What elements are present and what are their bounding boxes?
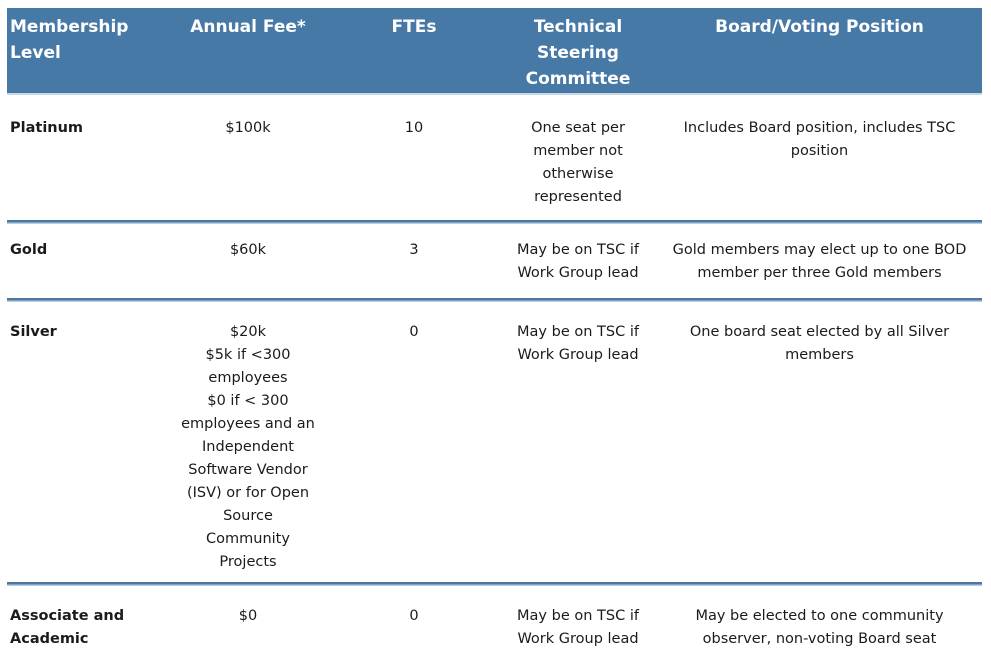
row-divider xyxy=(7,220,982,224)
header-ftes: FTEs xyxy=(391,17,437,37)
row-divider xyxy=(7,582,982,586)
cell-associate-fee: $0 xyxy=(238,608,258,624)
cell-platinum-tsc: One seat per member not otherwise repres… xyxy=(531,120,625,205)
header-annual-fee: Annual Fee* xyxy=(190,17,306,37)
cell-associate-tsc: May be on TSC if Work Group lead xyxy=(517,608,639,647)
cell-platinum-ftes: 10 xyxy=(404,120,424,136)
cell-gold-board: Gold members may elect up to one BOD mem… xyxy=(672,242,967,281)
table-row-platinum: Platinum $100k 10 One seat per member no… xyxy=(7,95,982,220)
cell-gold-fee: $60k xyxy=(229,242,267,258)
cell-gold-level: Gold xyxy=(10,242,48,258)
cell-associate-board: May be elected to one community observer… xyxy=(695,608,944,647)
header-technical-steering-committee: Technical Steering Committee xyxy=(525,17,631,89)
table-row-gold: Gold $60k 3 May be on TSC if Work Group … xyxy=(7,224,982,298)
cell-silver-level: Silver xyxy=(10,324,57,340)
cell-platinum-level: Platinum xyxy=(10,120,84,136)
cell-silver-board: One board seat elected by all Silver mem… xyxy=(689,324,950,363)
cell-silver-fee: $20k $5k if <300 employees $0 if < 300 e… xyxy=(181,324,315,570)
table-header-row: Membership Level Annual Fee* FTEs Techni… xyxy=(7,8,982,95)
header-board-voting-position: Board/Voting Position xyxy=(715,17,924,37)
cell-associate-level: Associate and Academic xyxy=(10,608,125,647)
cell-gold-ftes: 3 xyxy=(409,242,419,258)
cell-silver-ftes: 0 xyxy=(409,324,419,340)
row-divider xyxy=(7,298,982,302)
table-row-associate-academic: Associate and Academic $0 0 May be on TS… xyxy=(7,586,982,672)
membership-table: Membership Level Annual Fee* FTEs Techni… xyxy=(7,8,982,672)
table-row-silver: Silver $20k $5k if <300 employees $0 if … xyxy=(7,302,982,582)
cell-gold-tsc: May be on TSC if Work Group lead xyxy=(517,242,639,281)
cell-associate-ftes: 0 xyxy=(409,608,419,624)
header-membership-level: Membership Level xyxy=(10,17,129,63)
cell-silver-tsc: May be on TSC if Work Group lead xyxy=(517,324,639,363)
cell-platinum-fee: $100k xyxy=(225,120,271,136)
cell-platinum-board: Includes Board position, includes TSC po… xyxy=(683,120,956,159)
